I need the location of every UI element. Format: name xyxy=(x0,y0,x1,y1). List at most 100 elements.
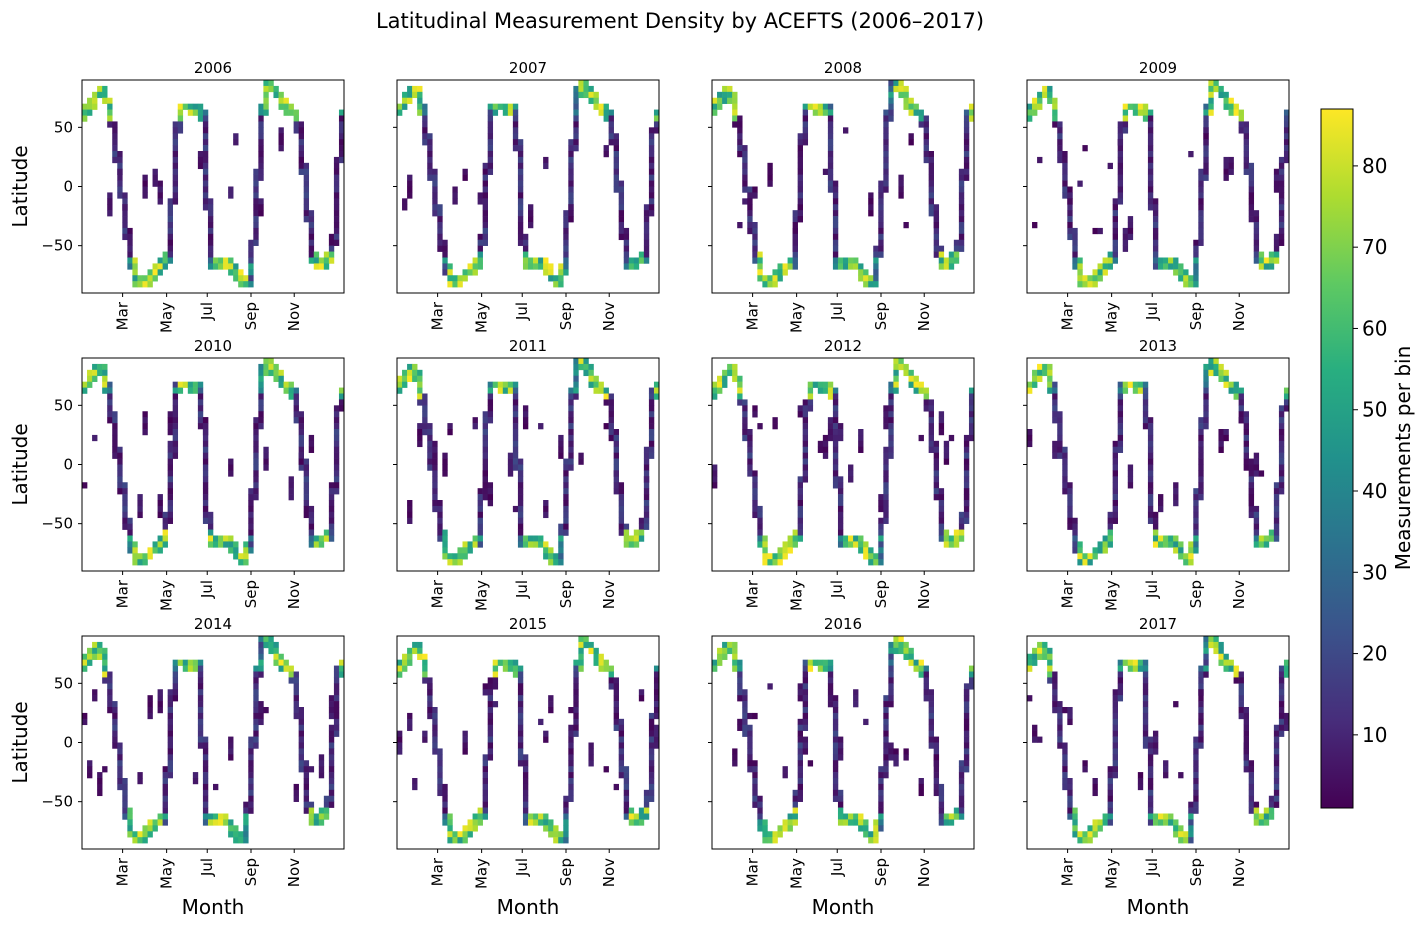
heatmap-cell xyxy=(653,387,660,394)
heatmap-cell xyxy=(543,269,549,276)
heatmap-cell xyxy=(843,541,849,548)
heatmap-cell xyxy=(1198,452,1204,459)
heatmap-cell xyxy=(1218,429,1224,436)
heatmap-cell xyxy=(1117,139,1124,146)
heatmap-cell xyxy=(817,446,824,453)
heatmap-cell xyxy=(127,257,133,264)
heatmap-cell xyxy=(787,257,793,264)
heatmap-cell xyxy=(482,689,488,696)
heatmap-cell xyxy=(827,423,834,430)
heatmap-cell xyxy=(112,133,118,140)
heatmap-cell xyxy=(958,222,965,229)
heatmap-cell xyxy=(958,180,965,187)
heatmap-cell xyxy=(437,529,443,536)
heatmap-cell xyxy=(762,275,768,282)
heatmap-cell xyxy=(293,671,299,678)
heatmap-cell xyxy=(1067,186,1073,193)
heatmap-cell xyxy=(1163,257,1169,264)
heatmap-cell xyxy=(117,446,123,453)
heatmap-cell xyxy=(228,257,234,264)
heatmap-cell xyxy=(623,801,630,808)
heatmap-cell xyxy=(968,429,975,436)
heatmap-cell xyxy=(583,358,589,365)
heatmap-cell xyxy=(608,405,614,412)
heatmap-cell xyxy=(1203,423,1209,430)
heatmap-cell xyxy=(1107,251,1113,258)
heatmap-cell xyxy=(893,387,899,394)
heatmap-cell xyxy=(213,783,219,791)
heatmap-cell xyxy=(1163,813,1169,820)
heatmap-cell xyxy=(167,198,173,205)
heatmap-cell xyxy=(883,701,889,708)
heatmap-cell xyxy=(467,269,473,276)
heatmap-cell xyxy=(1122,227,1129,235)
heatmap-cell xyxy=(573,387,579,394)
heatmap-cell xyxy=(328,748,335,755)
heatmap-cell xyxy=(197,411,204,418)
heatmap-cell xyxy=(313,251,320,258)
heatmap-cell xyxy=(233,139,239,146)
heatmap-cell xyxy=(558,434,564,442)
heatmap-cell xyxy=(162,257,168,264)
x-tick-label: May xyxy=(473,858,491,889)
heatmap-cell xyxy=(802,133,809,140)
heatmap-cell xyxy=(1142,659,1149,666)
heatmap-cell xyxy=(817,381,824,388)
heatmap-cell xyxy=(837,789,844,797)
heatmap-cell xyxy=(1067,198,1073,205)
heatmap-cell xyxy=(653,393,660,400)
heatmap-cell xyxy=(1067,718,1073,726)
heatmap-cell xyxy=(787,535,793,542)
heatmap-cell xyxy=(1027,659,1033,666)
heatmap-cell xyxy=(717,103,723,110)
heatmap-cell xyxy=(1248,488,1255,495)
heatmap-cell xyxy=(477,233,483,241)
heatmap-cell xyxy=(913,375,919,382)
heatmap-cell xyxy=(1198,174,1204,181)
heatmap-cell xyxy=(648,736,655,743)
heatmap-cell xyxy=(1132,103,1139,110)
heatmap-cell xyxy=(548,701,554,708)
heatmap-cell xyxy=(643,257,650,264)
heatmap-cell xyxy=(868,831,874,838)
heatmap-cell xyxy=(137,500,143,507)
heatmap-cell xyxy=(1203,399,1209,406)
heatmap-cell xyxy=(263,458,269,465)
heatmap-cell xyxy=(543,541,549,548)
heatmap-cell xyxy=(832,216,839,223)
heatmap-cell xyxy=(1248,198,1255,205)
heatmap-cell xyxy=(167,227,173,235)
heatmap-cell xyxy=(563,813,569,820)
heatmap-cell xyxy=(197,381,204,388)
heatmap-cell xyxy=(613,464,619,471)
heatmap-cell xyxy=(558,559,564,566)
heatmap-cell xyxy=(827,677,834,684)
heatmap-cell xyxy=(792,245,798,252)
heatmap-cell xyxy=(407,91,413,99)
heatmap-cell xyxy=(792,789,798,797)
colorbar-tick-label: 10 xyxy=(1362,723,1387,747)
heatmap-cell xyxy=(623,813,630,820)
heatmap-cell xyxy=(162,801,168,808)
heatmap-cell xyxy=(1127,216,1134,223)
heatmap-cell xyxy=(797,766,803,773)
heatmap-cell xyxy=(127,227,133,235)
heatmap-cell xyxy=(328,778,335,785)
heatmap-cell xyxy=(517,701,524,708)
heatmap-cell xyxy=(172,151,179,158)
heatmap-cell xyxy=(253,712,259,720)
heatmap-cell xyxy=(238,559,244,566)
heatmap-cell xyxy=(953,245,960,252)
heatmap-cell xyxy=(152,174,158,181)
heatmap-cell xyxy=(802,736,809,743)
heatmap-cell xyxy=(238,837,244,844)
heatmap-cell xyxy=(618,718,625,726)
heatmap-cell xyxy=(482,204,488,211)
heatmap-cell xyxy=(223,813,229,820)
heatmap-cell xyxy=(1067,712,1073,720)
heatmap-cell xyxy=(1077,553,1083,560)
heatmap-cell xyxy=(883,754,889,761)
heatmap-cell xyxy=(1243,464,1249,471)
